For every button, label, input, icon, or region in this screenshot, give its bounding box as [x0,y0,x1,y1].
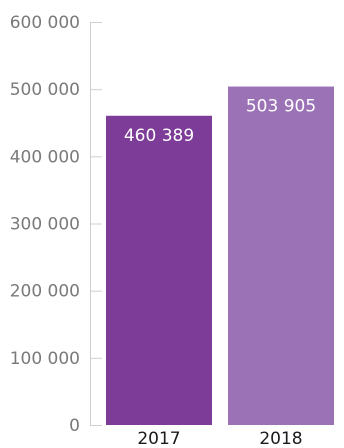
x-tick-label-2017: 2017 [137,429,180,448]
y-tick-label: 500 000 [10,80,80,100]
y-tick-label: 0 [69,416,80,436]
value-labels: 460 389 503 905 [124,97,316,146]
y-tick-label: 600 000 [10,13,80,33]
bar-value-label-2018: 503 905 [246,97,316,117]
y-axis-ticks: 0 100 000 200 000 300 000 400 000 500 000 600 … [10,13,102,436]
y-tick-label: 200 000 [10,282,80,302]
bar-2018 [228,86,334,425]
y-tick-label: 400 000 [10,147,80,167]
x-axis-labels: 2017 2018 [137,429,302,448]
bars [106,86,334,425]
y-tick-label: 300 000 [10,215,80,235]
x-tick-label-2018: 2018 [259,429,302,448]
bar-2017 [106,115,212,425]
y-tick-label: 100 000 [10,349,80,369]
bar-value-label-2017: 460 389 [124,126,194,146]
